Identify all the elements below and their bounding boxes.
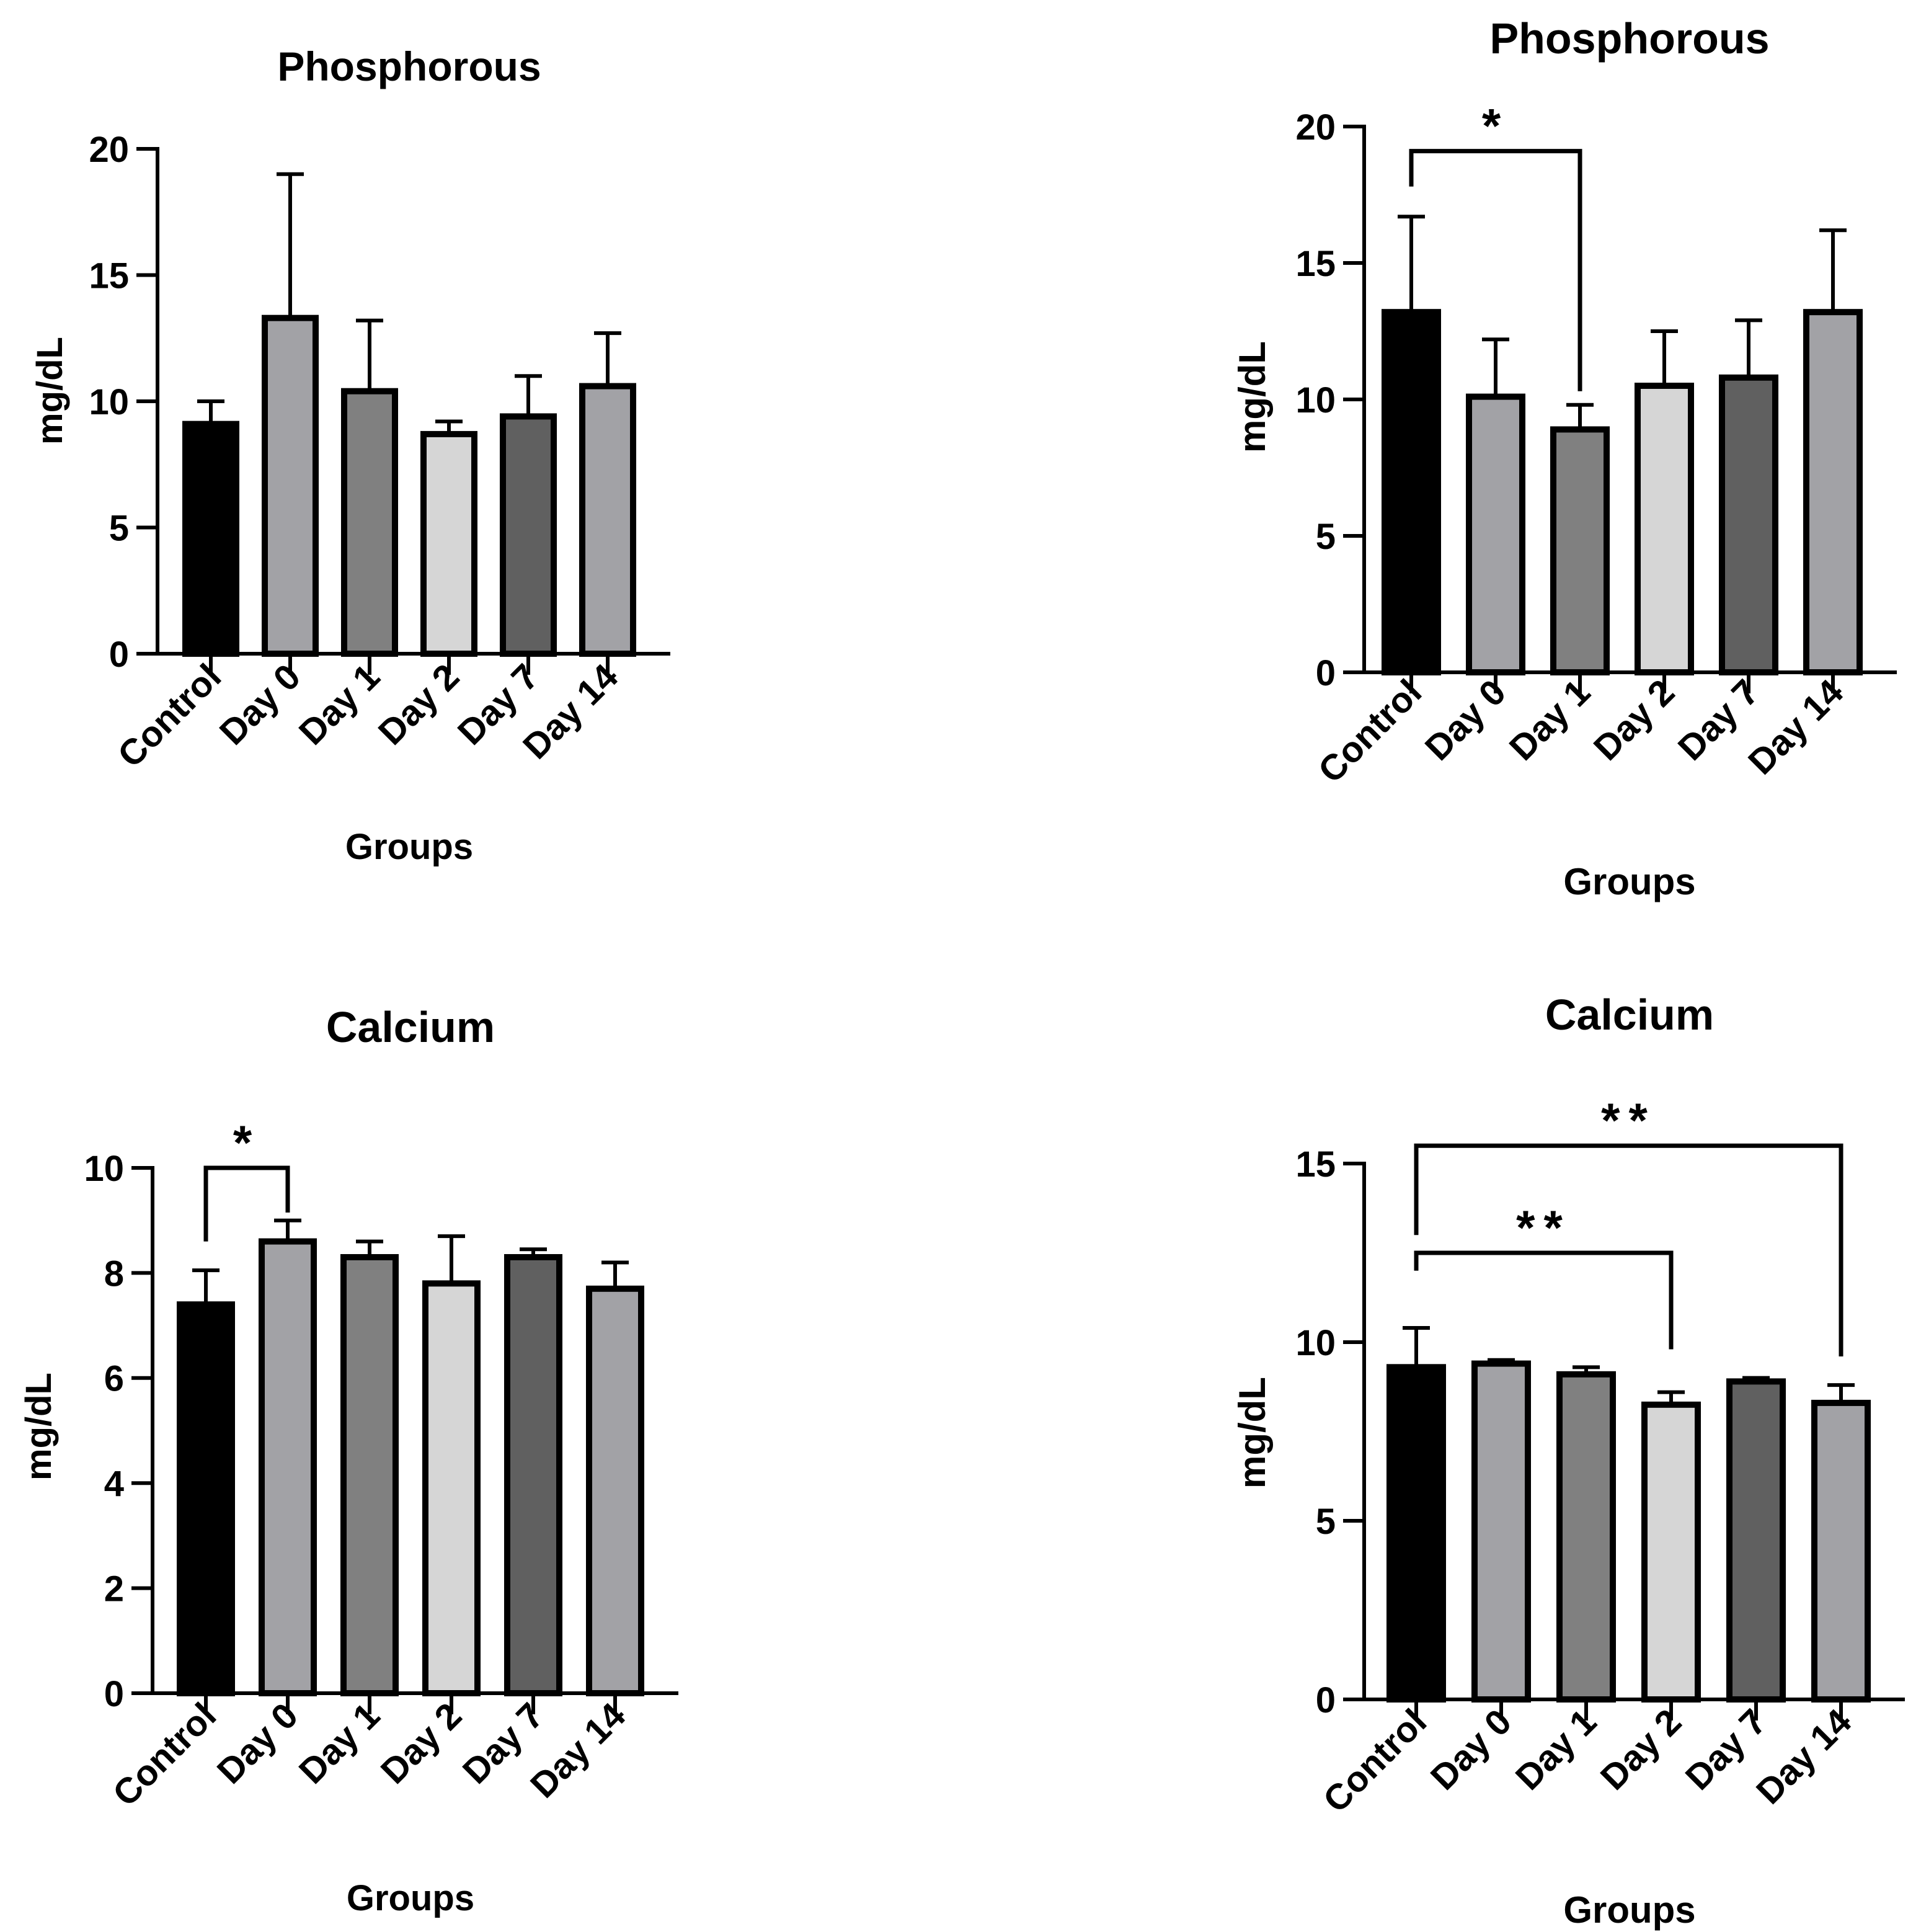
chart-title: Calcium <box>1545 990 1714 1039</box>
significance-label: * <box>233 1115 260 1170</box>
significance-label: * <box>1482 99 1509 153</box>
bar <box>1550 426 1610 676</box>
y-tick-label: 20 <box>89 130 129 170</box>
y-tick-label: 8 <box>104 1253 124 1294</box>
y-tick-label: 15 <box>1295 244 1336 284</box>
bar <box>1471 1360 1531 1703</box>
significance-bracket <box>1414 1250 1674 1350</box>
bar <box>1556 1371 1616 1703</box>
x-axis-label: Groups <box>1563 861 1695 902</box>
y-tick-label: 10 <box>1295 380 1336 421</box>
y-tick-label: 15 <box>1295 1144 1336 1185</box>
chart-title: Phosphorous <box>1489 14 1769 63</box>
bar <box>259 1238 317 1696</box>
bar <box>1726 1378 1786 1703</box>
bar <box>586 1285 644 1697</box>
x-axis-label: Groups <box>1563 1889 1695 1931</box>
bar <box>1635 383 1694 675</box>
y-tick-label: 15 <box>89 256 129 296</box>
y-axis-label: mg/dL <box>19 1373 59 1480</box>
bar <box>420 430 477 657</box>
bar <box>1641 1401 1701 1703</box>
bar <box>182 421 239 657</box>
significance-label: ** <box>1516 1200 1571 1255</box>
y-tick-label: 0 <box>1316 1680 1336 1721</box>
bar <box>341 388 398 657</box>
bar <box>262 314 319 657</box>
y-tick-label: 6 <box>104 1359 124 1399</box>
significance-bracket <box>1414 1143 1843 1357</box>
y-tick-label: 0 <box>1316 653 1336 693</box>
y-tick-label: 0 <box>109 634 129 675</box>
bar <box>422 1280 481 1697</box>
bar <box>1719 374 1778 675</box>
bar <box>579 383 636 657</box>
bar <box>177 1301 235 1696</box>
bar <box>1382 309 1441 675</box>
significance-bracket <box>1409 149 1582 391</box>
bar <box>500 413 557 657</box>
y-tick-label: 5 <box>1316 1502 1336 1542</box>
y-tick-label: 10 <box>89 382 129 422</box>
chart-title: Phosphorous <box>277 43 541 89</box>
y-tick-label: 10 <box>84 1149 124 1189</box>
bar <box>1803 309 1863 675</box>
chart-title: Calcium <box>326 1003 495 1051</box>
bar <box>340 1253 399 1696</box>
y-tick-label: 4 <box>104 1464 124 1504</box>
bar <box>1386 1364 1446 1703</box>
y-axis-label: mg/dL <box>1231 341 1273 453</box>
y-tick-label: 5 <box>109 508 129 548</box>
y-tick-label: 0 <box>104 1674 124 1714</box>
bar <box>1811 1399 1871 1703</box>
y-tick-label: 5 <box>1316 517 1336 557</box>
y-tick-label: 2 <box>104 1569 124 1609</box>
x-axis-label: Groups <box>345 827 473 867</box>
x-axis-label: Groups <box>347 1878 474 1918</box>
y-tick-label: 10 <box>1295 1323 1336 1363</box>
y-axis-label: mg/dL <box>1231 1377 1273 1489</box>
chart-2: Phosphorousmg/dLGroups05101520ControlDay… <box>1231 14 1897 902</box>
significance-bracket <box>203 1165 290 1242</box>
bar <box>1466 393 1525 675</box>
y-axis-label: mg/dL <box>30 337 70 445</box>
significance-label: ** <box>1601 1093 1656 1147</box>
bar <box>504 1253 562 1696</box>
y-tick-label: 20 <box>1295 107 1336 148</box>
